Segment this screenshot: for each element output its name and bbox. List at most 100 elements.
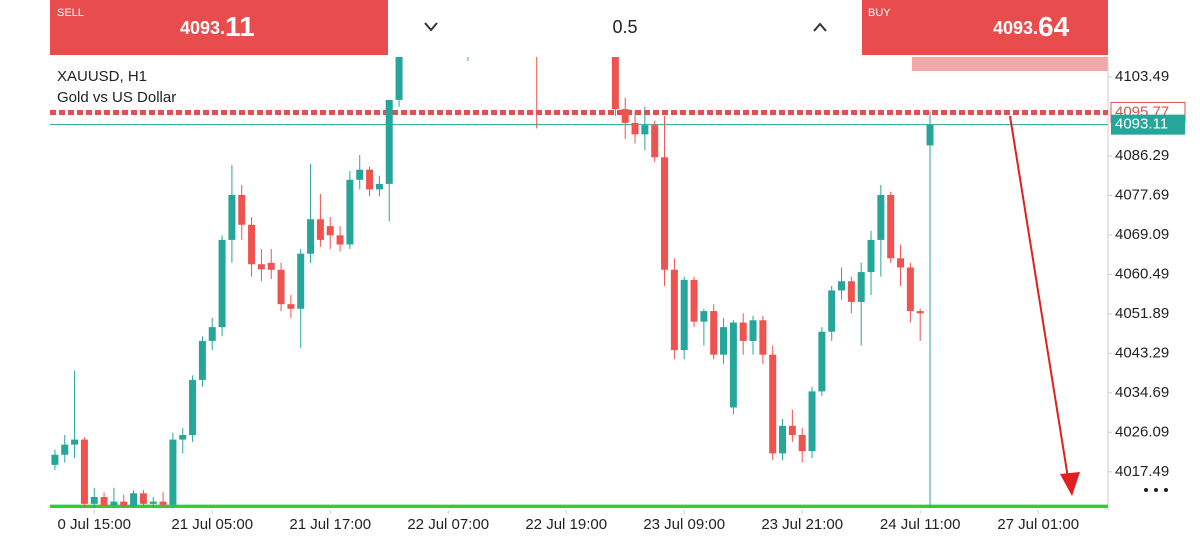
menu-dot[interactable] xyxy=(1144,488,1148,492)
candle-body xyxy=(415,6,422,20)
x-tick-label: 23 Jul 21:00 xyxy=(761,516,843,533)
candle-body xyxy=(435,15,442,38)
candle-body xyxy=(228,194,236,240)
candle-body xyxy=(700,311,708,322)
candle-body xyxy=(484,0,491,10)
candle-body xyxy=(80,439,88,504)
candle-body xyxy=(267,262,275,270)
candle-body xyxy=(100,496,108,506)
sell-price: 4093.11 xyxy=(180,11,255,42)
spread-bar xyxy=(912,57,1108,71)
candle-body xyxy=(729,322,737,408)
candle-body xyxy=(297,253,305,309)
candle-body xyxy=(779,425,787,454)
candle-body xyxy=(149,501,157,504)
candle-body xyxy=(553,0,560,15)
candle-body xyxy=(248,224,256,265)
candle-body xyxy=(179,435,187,440)
x-tick-label: 24 Jul 11:00 xyxy=(880,516,961,533)
price-label-box xyxy=(1111,114,1185,135)
plot-area xyxy=(50,0,1108,508)
candle-body xyxy=(189,379,197,436)
candle-body xyxy=(405,6,412,24)
y-tick-label: 4069.09 xyxy=(1115,226,1169,243)
candle-body xyxy=(749,320,757,341)
candle-body xyxy=(445,15,452,29)
candle-body xyxy=(238,194,246,225)
candle-body xyxy=(690,279,698,322)
candle-body xyxy=(346,179,354,245)
candle-body xyxy=(602,33,609,47)
candle-body xyxy=(621,109,629,123)
candle-body xyxy=(710,311,718,355)
y-tick-label: 4086.29 xyxy=(1115,147,1169,164)
candle-body xyxy=(573,6,580,24)
price-label: 4093.11 xyxy=(1115,116,1168,133)
candle-body xyxy=(543,15,550,47)
candle-body xyxy=(464,33,471,47)
candle-body xyxy=(90,496,98,504)
candle-body xyxy=(641,125,649,135)
x-tick-label: 23 Jul 09:00 xyxy=(643,516,725,533)
candle-body xyxy=(651,125,659,158)
candle-body xyxy=(51,454,59,465)
buy-button[interactable] xyxy=(862,0,1108,55)
candle-body xyxy=(169,439,177,505)
buy-price-main: 4093. xyxy=(993,18,1038,38)
candle-body xyxy=(218,239,226,328)
candle-body xyxy=(257,264,265,270)
candle-body xyxy=(847,281,855,302)
buy-label: BUY xyxy=(868,7,891,19)
candle-body xyxy=(375,183,383,190)
candle-body xyxy=(769,354,777,454)
x-tick-label: 21 Jul 05:00 xyxy=(171,516,253,533)
y-tick-label: 4034.69 xyxy=(1115,384,1169,401)
y-tick-label: 4060.49 xyxy=(1115,265,1169,282)
candle-body xyxy=(159,501,167,505)
candle-body xyxy=(592,20,599,34)
candle-body xyxy=(110,501,118,506)
sell-price-pips: 11 xyxy=(225,11,255,42)
decrease-lot[interactable] xyxy=(424,22,438,32)
y-tick-label: 4043.29 xyxy=(1115,344,1169,361)
candle-body xyxy=(504,1,511,19)
y-tick-label: 4017.49 xyxy=(1115,463,1169,480)
candle-body xyxy=(120,501,128,507)
candle-body xyxy=(563,0,570,6)
lot-size[interactable]: 0.5 xyxy=(612,17,637,37)
candle-body xyxy=(798,435,806,452)
candle-body xyxy=(533,29,540,47)
candle-body xyxy=(867,239,875,273)
sell-button[interactable] xyxy=(50,0,388,55)
symbol-title: XAUUSD, H1 xyxy=(57,68,147,85)
arrow-shaft xyxy=(1009,115,1069,479)
candle-body xyxy=(494,0,501,1)
buy-price-pips: 64 xyxy=(1038,11,1070,42)
candle-body xyxy=(582,20,589,25)
buy-price: 4093.64 xyxy=(993,11,1070,42)
candle-body xyxy=(788,425,796,436)
sell-label: SELL xyxy=(57,7,84,19)
candle-body xyxy=(208,327,216,341)
candle-body xyxy=(307,219,315,254)
candle-body xyxy=(139,493,147,504)
candle-body xyxy=(887,194,895,259)
candle-body xyxy=(759,320,767,355)
candle-body xyxy=(838,281,846,291)
menu-dot[interactable] xyxy=(1164,488,1168,492)
increase-lot[interactable] xyxy=(813,22,827,32)
x-tick-label: 0 Jul 15:00 xyxy=(58,516,131,533)
x-tick-label: 22 Jul 19:00 xyxy=(525,516,607,533)
menu-dot[interactable] xyxy=(1154,488,1158,492)
candle-body xyxy=(61,444,69,455)
sell-price-main: 4093. xyxy=(180,18,225,38)
candle-body xyxy=(366,169,374,190)
candle-body xyxy=(828,290,836,332)
candle-body xyxy=(514,20,521,38)
candle-body xyxy=(523,29,530,38)
candle-body xyxy=(198,340,206,380)
candle-body xyxy=(326,226,334,236)
candle-body xyxy=(818,331,826,392)
